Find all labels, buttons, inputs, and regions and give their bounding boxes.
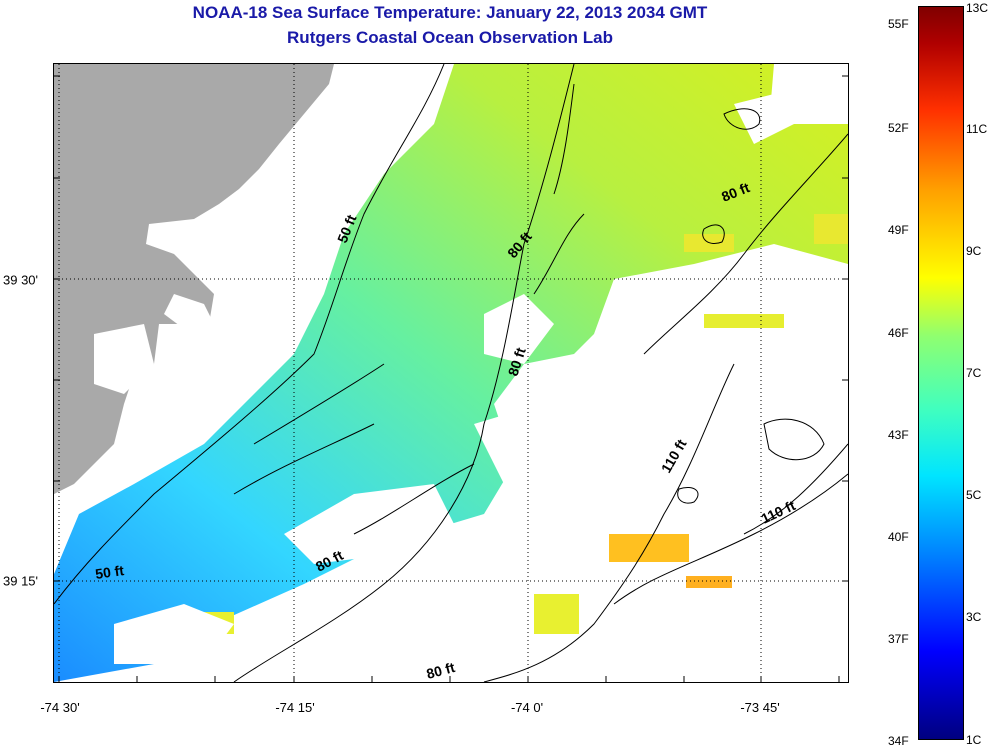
x-tick-label: -74 0' — [510, 700, 544, 715]
colorbar-c-label: 11C — [966, 122, 988, 136]
land-notch — [164, 294, 214, 329]
colorbar-c-label: 5C — [966, 488, 982, 502]
axis-ticks — [54, 75, 848, 682]
contour-110ft — [483, 363, 735, 682]
colorbar-c-label: 3C — [966, 610, 982, 624]
contour-island — [702, 224, 725, 244]
contour-80ft — [233, 64, 575, 682]
colorbar-f-label: 34F — [888, 734, 909, 748]
contour-80ft-east — [643, 133, 848, 355]
colorbar-f-label: 37F — [888, 632, 909, 646]
sst-map-svg: 50 ft 80 ft 80 ft 80 ft 80 ft 110 ft 110… — [54, 64, 848, 682]
colorbar-f-label: 49F — [888, 223, 909, 237]
colorbar-c-label: 13C — [966, 1, 989, 15]
y-tick-label: 39 15' — [3, 573, 39, 589]
land-notch — [94, 324, 154, 394]
chart-subtitle: Rutgers Coastal Ocean Observation Lab — [287, 28, 613, 47]
colorbar-f-label: 52F — [888, 121, 909, 135]
temperature-colorbar — [918, 6, 964, 740]
colorbar-f-label: 43F — [888, 428, 909, 442]
contour-50ft — [54, 64, 445, 605]
sst-patch — [534, 594, 579, 634]
no-data-region — [434, 264, 848, 682]
colorbar-f-label: 55F — [888, 17, 909, 31]
no-data-region — [284, 484, 454, 564]
x-tick-label: -74 15' — [275, 700, 315, 715]
contour-shelf — [613, 473, 848, 605]
colorbar-f-label: 40F — [888, 530, 909, 544]
sst-main-region — [54, 64, 848, 682]
no-data-region — [734, 94, 794, 144]
contour-ridge — [233, 363, 475, 535]
no-data-region — [114, 604, 234, 664]
y-tick-label: 39 30' — [3, 272, 39, 288]
sst-map: 50 ft 80 ft 80 ft 80 ft 80 ft 110 ft 110… — [53, 63, 849, 683]
colorbar-c-label: 7C — [966, 366, 982, 380]
contour-110ft-east — [743, 443, 848, 535]
colorbar-f-label: 46F — [888, 326, 909, 340]
x-tick-label: -73 45' — [740, 700, 780, 715]
contour-island — [763, 418, 825, 461]
contour-ridge — [533, 83, 585, 295]
sst-field — [54, 64, 848, 682]
sst-patch — [686, 576, 732, 588]
colorbar-c-label: 1C — [966, 733, 982, 747]
sst-patch — [704, 314, 784, 328]
bathymetry-contours — [54, 64, 848, 682]
colorbar-c-label: 9C — [966, 244, 982, 258]
sst-patch — [814, 214, 848, 244]
contour-label: 80 ft — [425, 659, 457, 682]
chart-title: NOAA-18 Sea Surface Temperature: January… — [192, 3, 708, 22]
sst-patch — [609, 534, 689, 562]
contour-island — [677, 487, 699, 504]
no-data-region — [484, 294, 554, 364]
contour-island — [723, 108, 761, 130]
x-tick-label: -74 30' — [40, 700, 80, 715]
contour-label: 50 ft — [94, 562, 125, 582]
